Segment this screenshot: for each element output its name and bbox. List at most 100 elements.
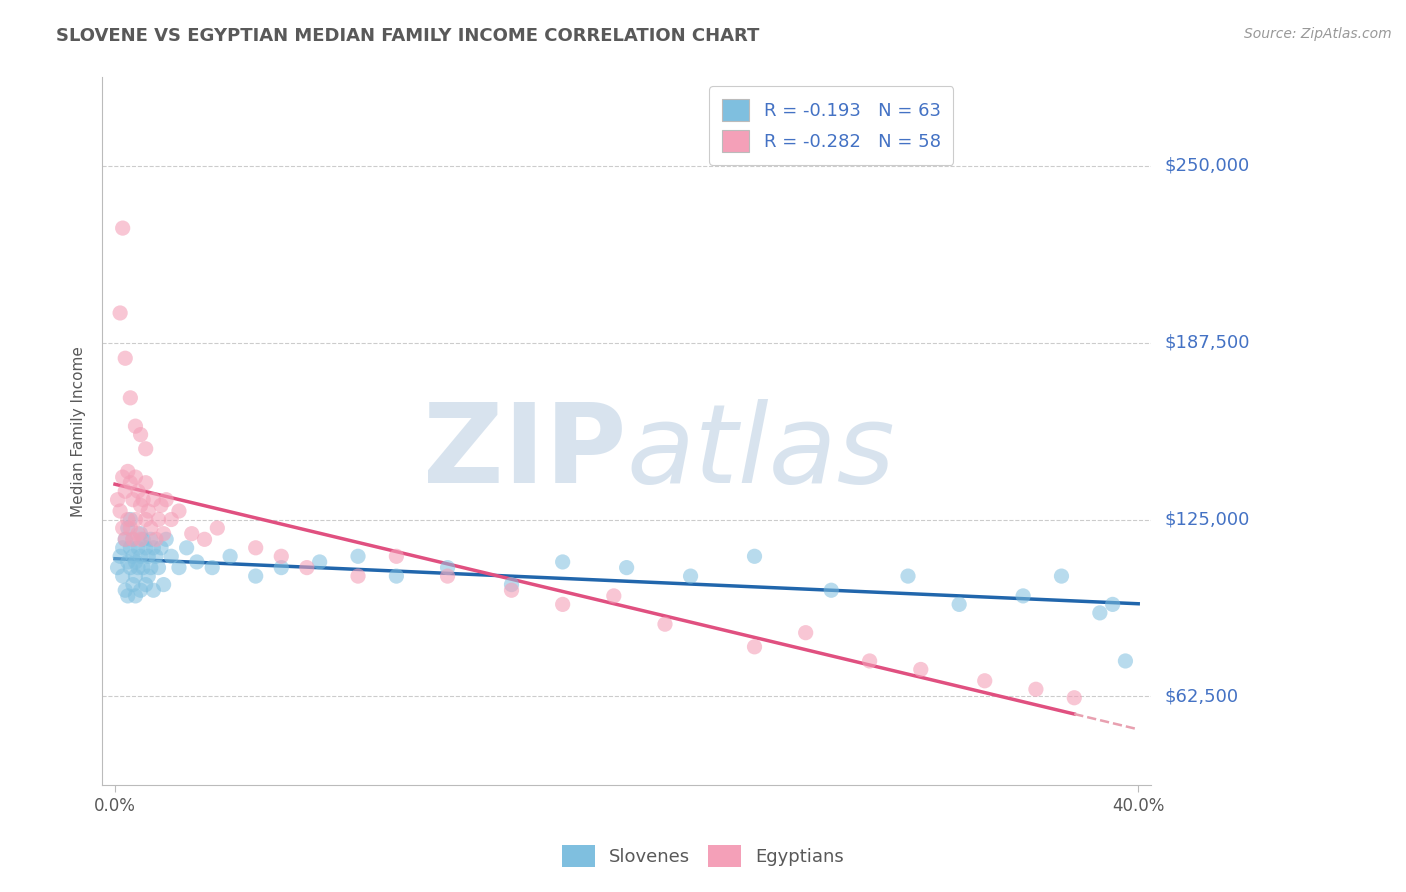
Point — [129, 533, 152, 547]
Legend: Slovenes, Egyptians: Slovenes, Egyptians — [555, 838, 851, 874]
Text: $125,000: $125,000 — [1166, 510, 1250, 529]
Point — [135, 541, 157, 555]
Text: SLOVENE VS EGYPTIAN MEDIAN FAMILY INCOME CORRELATION CHART: SLOVENE VS EGYPTIAN MEDIAN FAMILY INCOME… — [56, 27, 759, 45]
Point — [385, 549, 408, 564]
Point — [111, 470, 134, 484]
Point — [132, 492, 155, 507]
Point — [436, 569, 458, 583]
Legend: R = -0.193   N = 63, R = -0.282   N = 58: R = -0.193 N = 63, R = -0.282 N = 58 — [710, 87, 953, 165]
Point — [167, 560, 190, 574]
Point — [501, 577, 523, 591]
Point — [129, 499, 152, 513]
Point — [859, 654, 882, 668]
Point — [150, 541, 173, 555]
Point — [1025, 682, 1047, 697]
Point — [501, 583, 523, 598]
Point — [347, 569, 370, 583]
Point — [114, 533, 136, 547]
Point — [108, 306, 131, 320]
Text: ZIP: ZIP — [423, 399, 627, 506]
Point — [114, 583, 136, 598]
Point — [948, 598, 970, 612]
Point — [124, 569, 146, 583]
Point — [603, 589, 626, 603]
Point — [744, 640, 766, 654]
Point — [150, 499, 173, 513]
Point — [136, 504, 159, 518]
Point — [122, 577, 145, 591]
Point — [107, 560, 129, 574]
Point — [122, 533, 145, 547]
Point — [108, 549, 131, 564]
Point — [107, 492, 129, 507]
Point — [120, 512, 142, 526]
Point — [122, 492, 145, 507]
Point — [108, 504, 131, 518]
Point — [124, 419, 146, 434]
Point — [155, 533, 177, 547]
Point — [794, 625, 817, 640]
Point — [114, 484, 136, 499]
Point — [111, 521, 134, 535]
Point — [201, 560, 224, 574]
Point — [145, 549, 167, 564]
Point — [973, 673, 995, 688]
Point — [142, 492, 165, 507]
Point — [111, 569, 134, 583]
Point — [111, 221, 134, 235]
Point — [120, 541, 142, 555]
Point — [117, 521, 139, 535]
Point — [127, 560, 149, 574]
Point — [124, 512, 146, 526]
Point — [122, 533, 145, 547]
Point — [129, 427, 152, 442]
Point — [207, 521, 229, 535]
Point — [145, 533, 167, 547]
Point — [135, 442, 157, 456]
Point — [139, 560, 162, 574]
Point — [347, 549, 370, 564]
Point — [744, 549, 766, 564]
Point — [186, 555, 208, 569]
Point — [160, 512, 183, 526]
Point — [193, 533, 215, 547]
Point — [436, 560, 458, 574]
Point — [120, 521, 142, 535]
Text: $187,500: $187,500 — [1166, 334, 1250, 351]
Point — [897, 569, 920, 583]
Point — [654, 617, 676, 632]
Point — [120, 391, 142, 405]
Point — [1114, 654, 1136, 668]
Point — [385, 569, 408, 583]
Point — [245, 541, 267, 555]
Point — [139, 533, 162, 547]
Point — [127, 484, 149, 499]
Text: $250,000: $250,000 — [1166, 157, 1250, 175]
Point — [142, 541, 165, 555]
Point — [176, 541, 198, 555]
Point — [148, 560, 170, 574]
Point — [135, 577, 157, 591]
Point — [551, 598, 574, 612]
Point — [120, 560, 142, 574]
Point — [820, 583, 842, 598]
Point — [160, 549, 183, 564]
Point — [136, 549, 159, 564]
Point — [136, 569, 159, 583]
Point — [616, 560, 638, 574]
Point — [551, 555, 574, 569]
Text: atlas: atlas — [627, 399, 896, 506]
Point — [124, 555, 146, 569]
Point — [117, 464, 139, 478]
Point — [142, 583, 165, 598]
Point — [180, 526, 202, 541]
Point — [308, 555, 330, 569]
Point — [167, 504, 190, 518]
Point — [129, 526, 152, 541]
Point — [117, 555, 139, 569]
Point — [127, 526, 149, 541]
Point — [117, 589, 139, 603]
Point — [270, 560, 292, 574]
Point — [1063, 690, 1085, 705]
Point — [129, 549, 152, 564]
